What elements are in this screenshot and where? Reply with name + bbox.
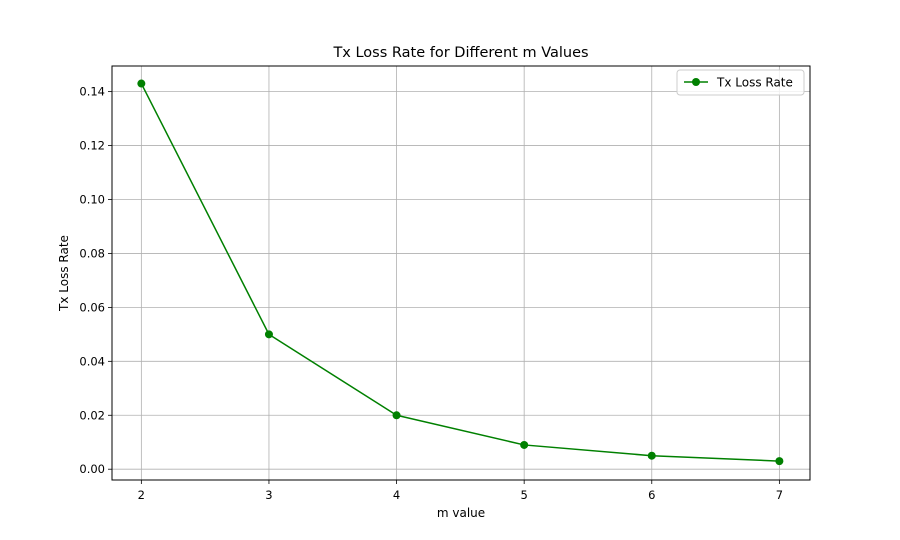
y-tick-label: 0.14	[79, 85, 105, 99]
x-tick-label: 2	[138, 488, 145, 502]
y-tick-label: 0.10	[79, 193, 105, 207]
data-point	[775, 457, 784, 466]
x-tick-label: 5	[521, 488, 528, 502]
x-tick-label: 7	[776, 488, 783, 502]
x-tick-label: 4	[393, 488, 400, 502]
legend-entry-label: Tx Loss Rate	[716, 76, 793, 90]
data-point	[392, 411, 401, 420]
legend-marker-swatch	[692, 78, 700, 86]
data-point	[264, 330, 273, 339]
data-point	[647, 451, 656, 460]
x-axis-label: m value	[437, 506, 485, 520]
legend-box	[676, 69, 805, 96]
y-tick-label: 0.06	[79, 300, 105, 314]
x-tick-label: 6	[648, 488, 655, 502]
data-point	[520, 440, 529, 449]
data-point	[137, 79, 146, 88]
plot-area-frame	[111, 65, 811, 481]
legend: Tx Loss Rate	[676, 69, 805, 96]
y-tick-label: 0.00	[79, 462, 105, 476]
chart-title: Tx Loss Rate for Different m Values	[332, 45, 588, 61]
y-tick-label: 0.12	[79, 139, 105, 153]
y-tick-label: 0.02	[79, 408, 105, 422]
series-line	[140, 83, 780, 462]
axis-ticks: 2 3 4 5 6 7 0.00 0.02 0.04 0.06 0.08 0.10 0.12 0.14	[79, 85, 783, 502]
series-layer	[137, 79, 784, 466]
y-tick-label: 0.04	[79, 354, 105, 368]
x-tick-label: 3	[265, 488, 272, 502]
y-axis-label: Tx Loss Rate	[57, 235, 71, 312]
y-tick-label: 0.08	[79, 246, 105, 260]
grid	[112, 66, 810, 480]
